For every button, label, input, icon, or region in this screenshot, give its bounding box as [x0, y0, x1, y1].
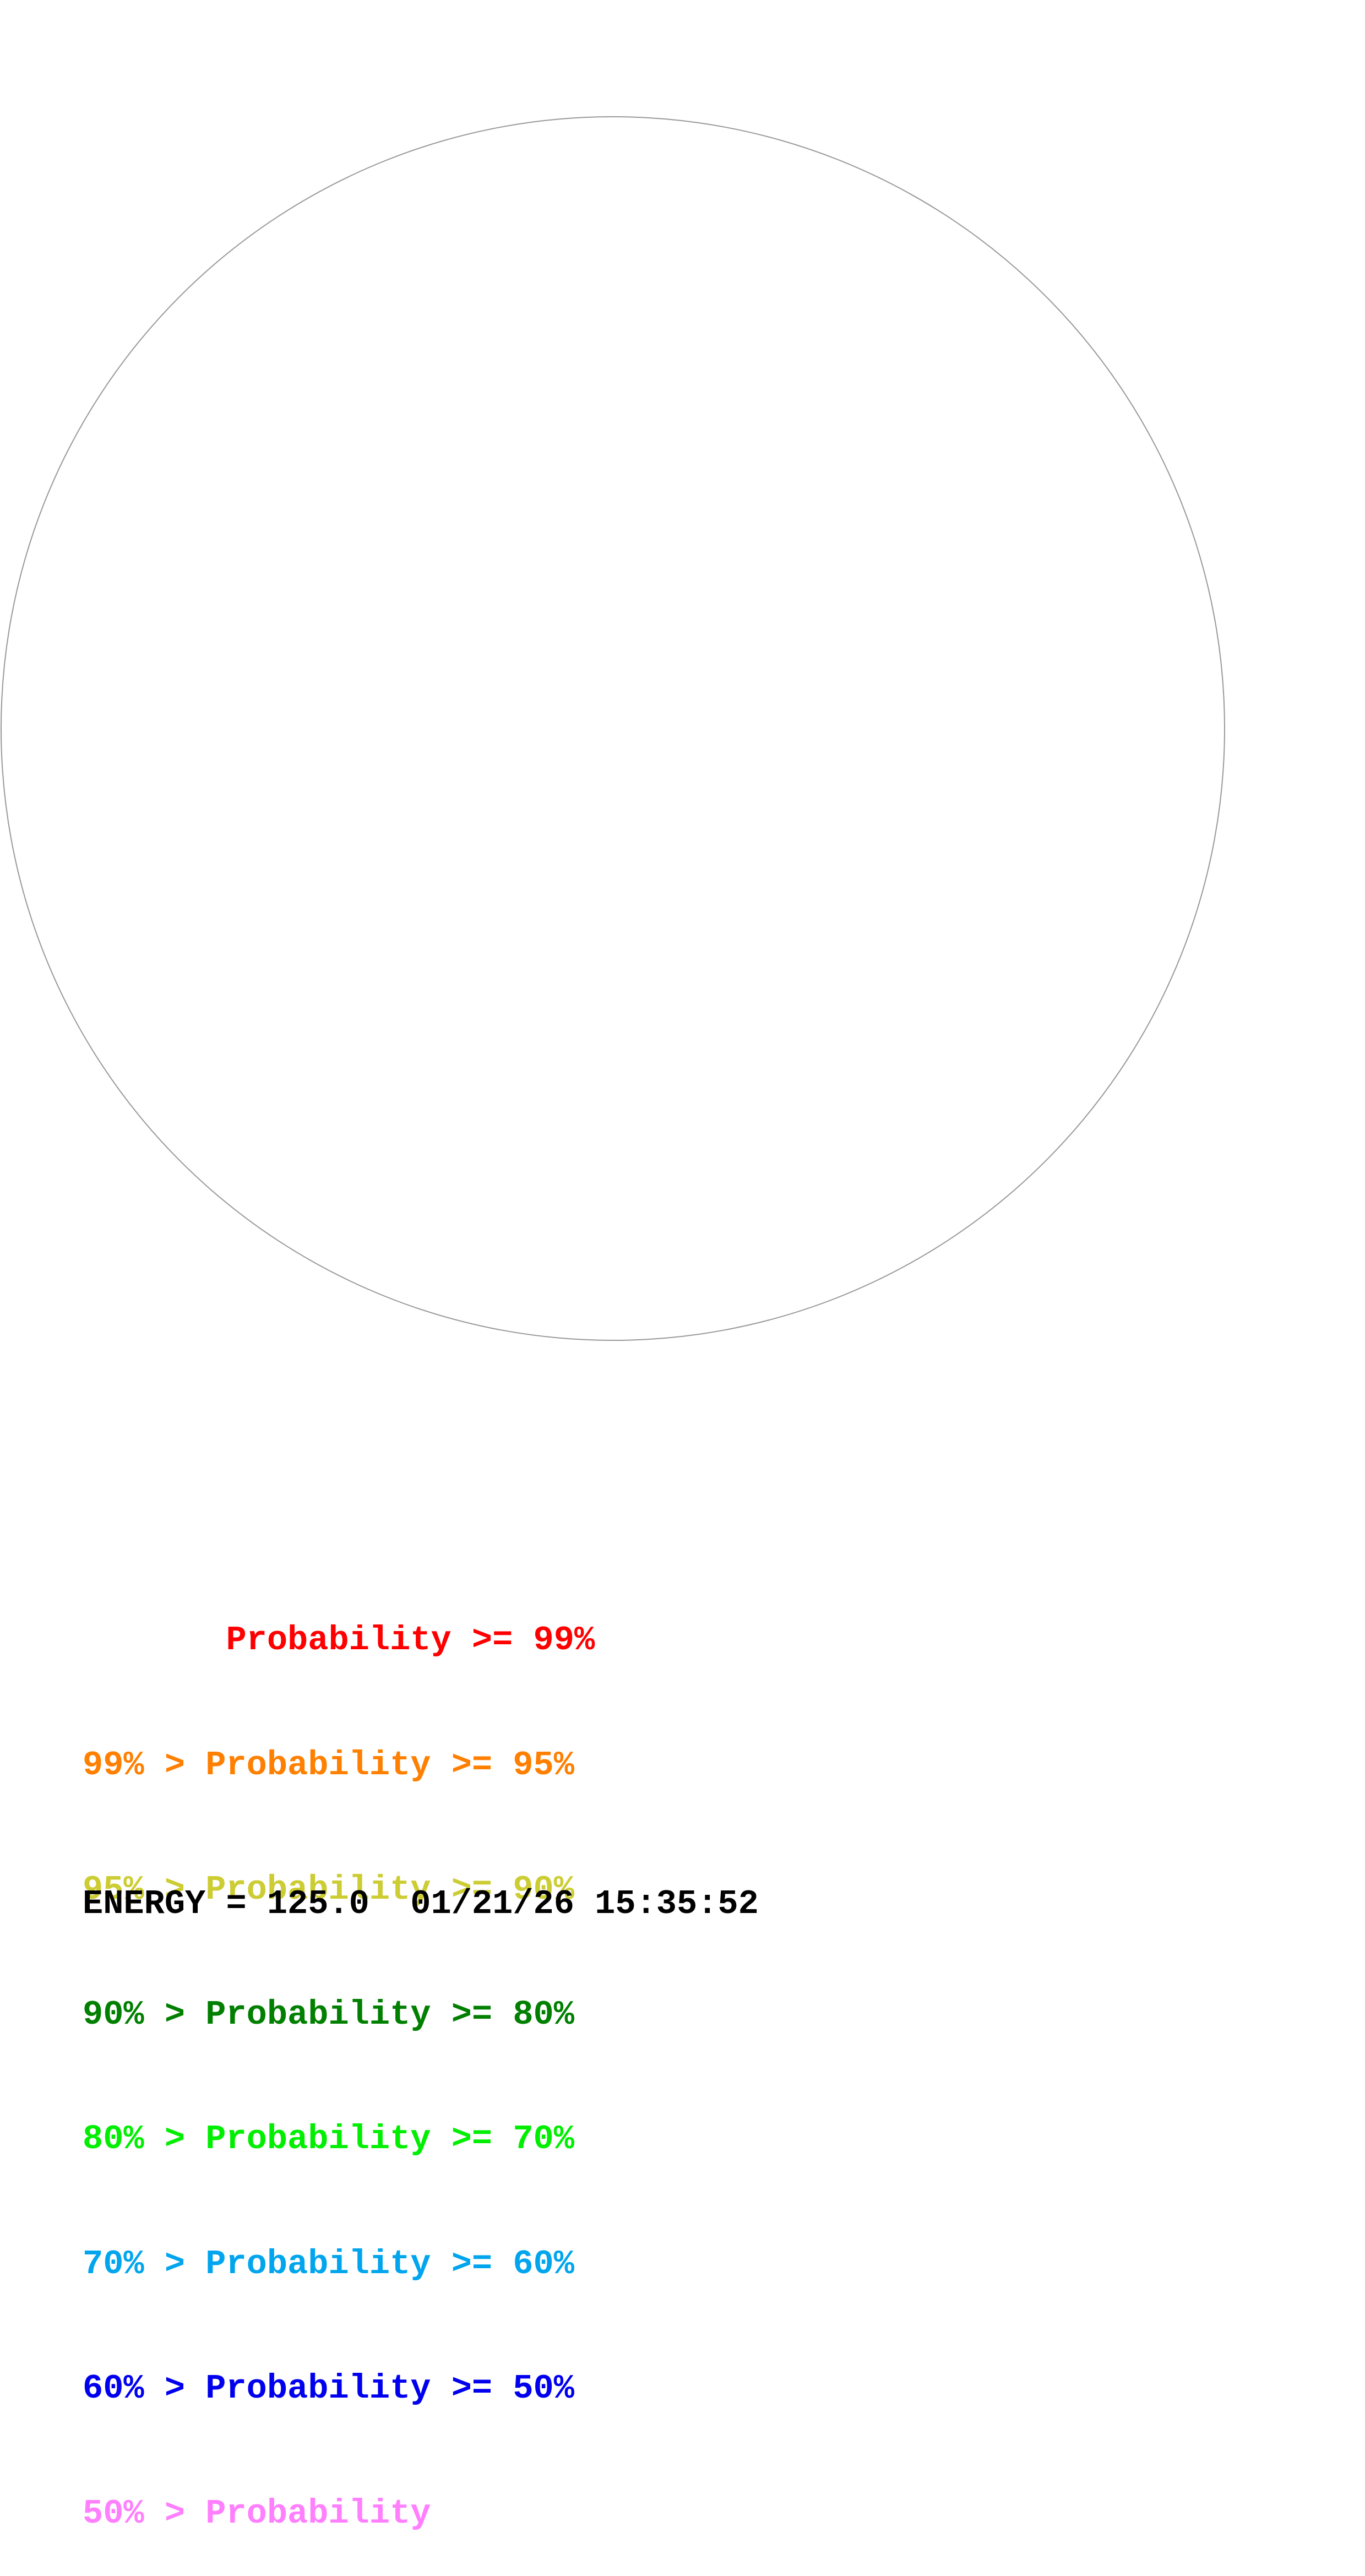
- legend-row-50-60: 60% > Probability >= 50%: [83, 2369, 574, 2408]
- legend-row-60-70: 70% > Probability >= 60%: [83, 2244, 574, 2284]
- probability-legend: Probability >= 99% 99% > Probability >= …: [83, 1536, 595, 2576]
- legend-row-90-95: 95% > Probability >= 90%: [83, 1870, 574, 1909]
- legend-row-95-99: 99% > Probability >= 95%: [83, 1745, 574, 1785]
- legend-row-80-90: 90% > Probability >= 80%: [83, 1995, 574, 2034]
- sphere-outline: [1, 116, 1225, 1341]
- legend-row-lt-50: 50% > Probability: [83, 2493, 431, 2533]
- probability-sphere-diagram: [1, 116, 1225, 1341]
- legend-row-ge-99: Probability >= 99%: [83, 1621, 595, 1660]
- energy-timestamp-footer: ENERGY = 125.0 01/21/26 15:35:52: [83, 1884, 759, 1923]
- legend-row-70-80: 80% > Probability >= 70%: [83, 2120, 574, 2159]
